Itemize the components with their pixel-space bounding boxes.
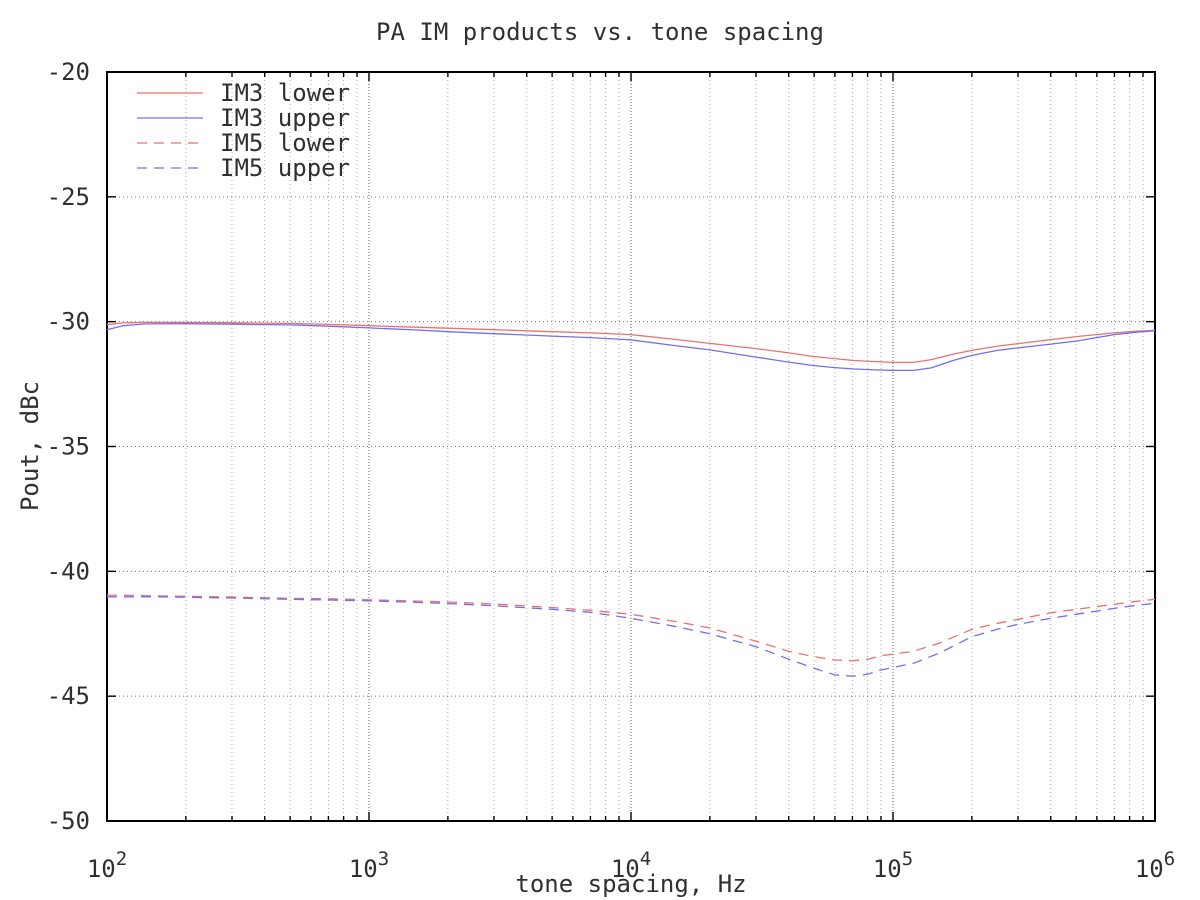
series-layer xyxy=(106,321,1156,677)
series-line-im3-lower xyxy=(106,321,1156,364)
x-tick-label: 106 xyxy=(1135,848,1175,883)
legend-label: IM5 upper xyxy=(220,154,350,182)
y-tick-label: -20 xyxy=(47,58,90,86)
legend-label: IM3 upper xyxy=(220,104,350,132)
x-axis-title: tone spacing, Hz xyxy=(515,870,746,898)
series-line-im5-upper xyxy=(107,596,1156,677)
x-tick-label: 105 xyxy=(873,848,913,883)
y-tick-label: -45 xyxy=(47,682,90,710)
grid-layer xyxy=(107,72,1155,821)
y-tick-label: -25 xyxy=(47,183,90,211)
y-tick-label: -50 xyxy=(47,807,90,835)
x-tick-label: 102 xyxy=(87,848,127,883)
series-line-im3-upper xyxy=(106,323,1156,372)
tick-label-layer: -20 -25 -30 -35 -40 -45 -50 102 103 104 105 106 xyxy=(47,58,1176,883)
legend-label: IM3 lower xyxy=(220,79,350,107)
y-tick-label: -40 xyxy=(47,557,90,585)
plot-border xyxy=(106,71,1156,822)
legend-label: IM5 lower xyxy=(220,129,350,157)
y-tick-label: -35 xyxy=(47,433,90,461)
series-line-im5-lower xyxy=(106,594,1156,662)
chart-title: PA IM products vs. tone spacing xyxy=(376,18,824,46)
y-tick-label: -30 xyxy=(47,308,90,336)
y-axis-title: Pout, dBc xyxy=(16,381,44,511)
x-tick-label: 104 xyxy=(611,848,651,883)
x-tick-label: 103 xyxy=(349,848,389,883)
